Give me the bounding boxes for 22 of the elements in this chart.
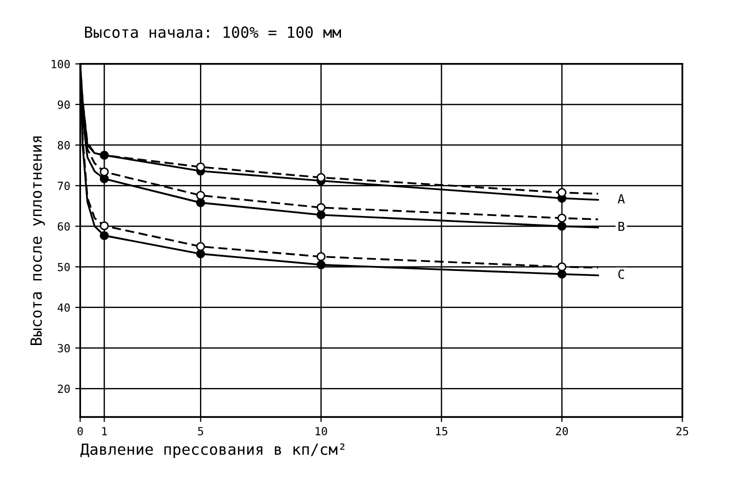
x-tick-label: 10 bbox=[316, 426, 328, 436]
x-tick-label: 20 bbox=[556, 426, 568, 436]
y-tick-label: 90 bbox=[58, 100, 70, 109]
x-axis-title: Давление прессования в кп/см² bbox=[80, 443, 344, 458]
x-tick-label: 15 bbox=[436, 427, 448, 436]
y-tick-label: 50 bbox=[58, 262, 70, 272]
y-tick-label: 100 bbox=[52, 60, 70, 68]
x-tick-label: 5 bbox=[198, 427, 204, 436]
x-tick-label: 25 bbox=[676, 426, 688, 436]
y-axis-title: Высота после уплотнения bbox=[30, 136, 45, 345]
y-tick-label: 20 bbox=[58, 384, 70, 393]
y-tick-label: 80 bbox=[58, 141, 70, 150]
y-tick-label: 30 bbox=[58, 344, 70, 352]
chart-title: Высота начала: 100% = 100 мм bbox=[85, 26, 341, 38]
y-tick-label: 40 bbox=[58, 303, 70, 312]
y-tick-label: 70 bbox=[58, 182, 70, 190]
series-label: C bbox=[618, 270, 624, 279]
y-tick-label: 60 bbox=[58, 222, 70, 231]
series-label: A bbox=[618, 194, 625, 204]
x-tick-label: 1 bbox=[102, 427, 107, 436]
series-label: B bbox=[618, 222, 624, 231]
x-tick-label: 0 bbox=[78, 426, 83, 436]
